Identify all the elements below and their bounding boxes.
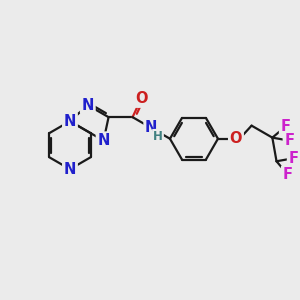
Text: N: N — [64, 162, 76, 177]
Text: N: N — [64, 114, 76, 129]
Text: N: N — [145, 120, 158, 135]
Text: F: F — [284, 133, 294, 148]
Text: F: F — [289, 151, 298, 166]
Text: O: O — [230, 131, 242, 146]
Text: F: F — [283, 167, 292, 182]
Text: F: F — [280, 119, 291, 134]
Text: N: N — [98, 133, 110, 148]
Text: H: H — [153, 130, 163, 143]
Text: O: O — [135, 91, 147, 106]
Text: N: N — [82, 98, 94, 113]
